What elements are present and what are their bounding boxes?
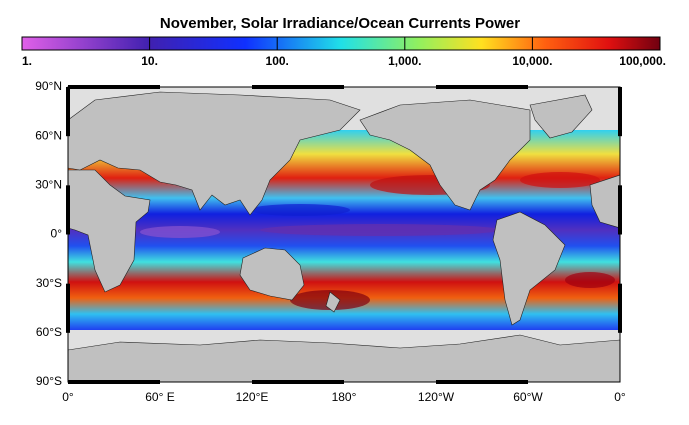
latitude-label: 90°S <box>36 374 62 388</box>
longitude-label: 0° <box>614 390 626 404</box>
latitude-label: 30°S <box>36 276 62 290</box>
latitude-label: 0° <box>51 227 63 241</box>
latitude-label: 60°N <box>35 128 62 142</box>
longitude-label: 120°E <box>236 390 269 404</box>
longitude-label: 180° <box>332 390 357 404</box>
colorbar-tick-label: 10,000. <box>512 54 552 68</box>
longitude-label: 120°W <box>418 390 455 404</box>
longitude-label: 60°W <box>513 390 543 404</box>
latitude-label: 90°N <box>35 79 62 93</box>
colorbar-tick-label: 100. <box>266 54 289 68</box>
map-title: November, Solar Irradiance/Ocean Current… <box>160 15 520 32</box>
longitude-label: 60° E <box>145 390 174 404</box>
colorbar-tick-label: 10. <box>141 54 158 68</box>
land <box>68 91 620 382</box>
latitude-label: 60°S <box>36 325 62 339</box>
colorbar-tick-label: 1. <box>22 54 32 68</box>
colorbar <box>21 36 661 51</box>
latitude-label: 30°N <box>35 178 62 192</box>
colorbar-tick-label: 100,000. <box>619 54 666 68</box>
longitude-label: 0° <box>62 390 74 404</box>
colorbar-tick-label: 1,000. <box>388 54 421 68</box>
